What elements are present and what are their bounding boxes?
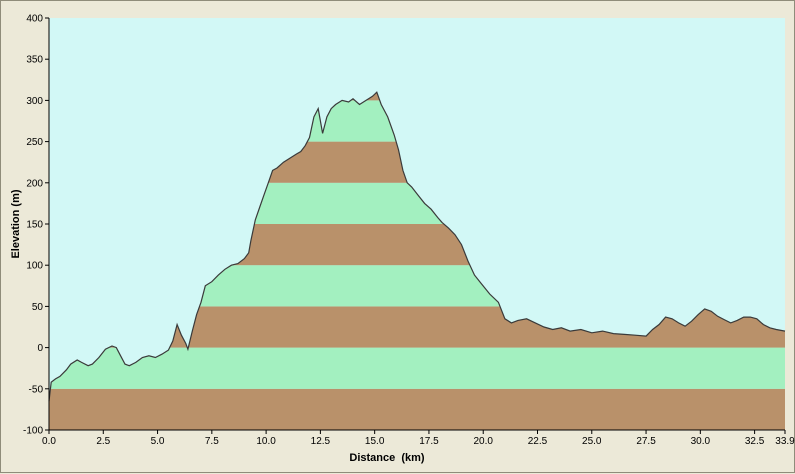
y-tick-label: 250 [26, 137, 43, 148]
x-tick-label: 10.0 [256, 436, 276, 447]
y-axis-title: Elevation (m) [10, 189, 22, 258]
x-tick-label: 32.5 [745, 436, 765, 447]
x-tick-label: 2.5 [96, 436, 110, 447]
x-tick-label: 15.0 [365, 436, 385, 447]
y-tick-label: 300 [26, 96, 43, 107]
y-tick-label: 350 [26, 55, 43, 66]
x-axis-ticks: 0.0 2.5 5.0 7.5 10.0 12.5 15.0 17.5 20.0 22.5 25.0… [42, 430, 795, 447]
x-tick-label: 30.0 [691, 436, 711, 447]
x-tick-label: 0.0 [42, 436, 56, 447]
y-axis-ticks: 400 350 300 250 200 150 100 50 0 -50 -100 [23, 14, 49, 437]
y-tick-label: -100 [23, 426, 43, 437]
elevation-band [49, 388, 785, 430]
x-tick-label: 33.9 [775, 436, 795, 447]
x-tick-label: 27.5 [636, 436, 656, 447]
elevation-profile-line [48, 91, 786, 402]
x-tick-label: 17.5 [419, 436, 439, 447]
y-tick-label: -50 [29, 384, 44, 395]
y-tick-label: 150 [26, 220, 43, 231]
elevation-band [49, 347, 785, 389]
x-tick-label: 22.5 [528, 436, 548, 447]
x-tick-label: 25.0 [582, 436, 602, 447]
y-tick-label: 400 [26, 14, 43, 25]
x-tick-label: 7.5 [205, 436, 219, 447]
y-tick-label: 100 [26, 261, 43, 272]
x-tick-label: 20.0 [473, 436, 493, 447]
x-tick-label: 12.5 [311, 436, 331, 447]
y-tick-label: 0 [37, 343, 43, 354]
x-tick-label: 5.0 [151, 436, 165, 447]
x-axis-title: Distance (km) [349, 452, 425, 464]
y-tick-label: 50 [32, 302, 44, 313]
y-tick-label: 200 [26, 178, 43, 189]
